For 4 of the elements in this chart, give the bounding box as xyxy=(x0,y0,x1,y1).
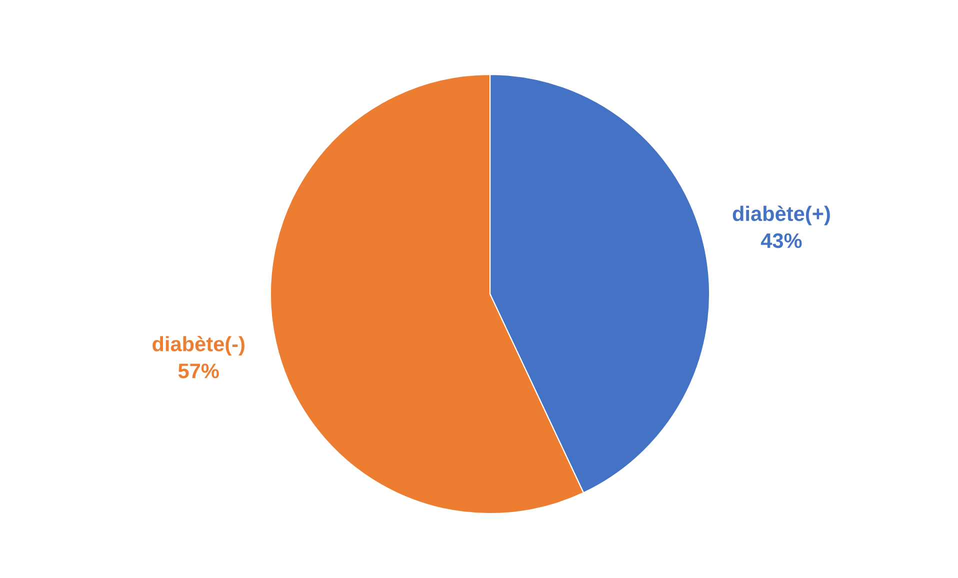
slice-label: diabète(+) xyxy=(732,206,830,226)
slice-label: diabète(-) xyxy=(152,336,244,356)
data-label: 57% xyxy=(178,364,219,378)
data-label: 43% xyxy=(760,233,802,248)
